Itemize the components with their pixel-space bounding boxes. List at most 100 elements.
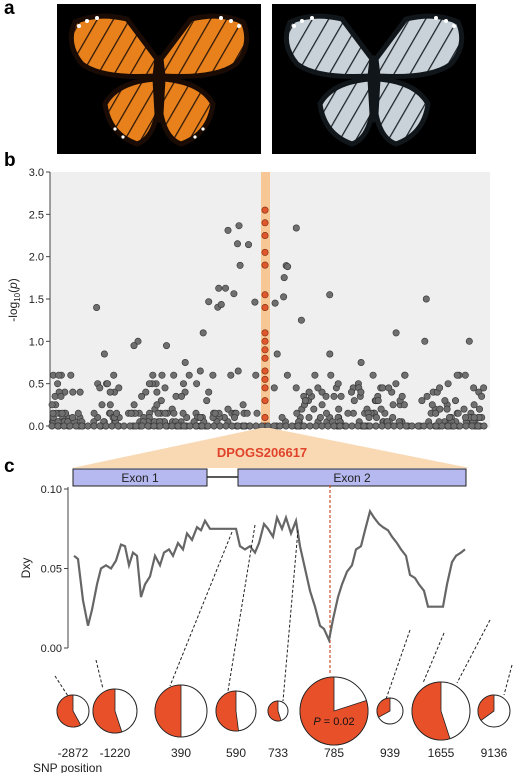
snp-point	[357, 388, 365, 396]
snp-point	[252, 371, 260, 379]
snp-point	[444, 380, 452, 388]
dxy-y-label: Dxy	[19, 558, 33, 579]
snp-point	[199, 329, 207, 337]
snp-point	[98, 401, 106, 409]
snp-point	[318, 388, 326, 396]
snp-point	[284, 263, 292, 271]
snp-point	[305, 388, 313, 396]
snp-point	[58, 409, 66, 417]
snp-point	[470, 414, 478, 422]
snp-point	[153, 401, 161, 409]
gene-highlight-band	[261, 172, 270, 428]
white-butterfly-photo	[272, 4, 476, 154]
y-tick-label: 2.0	[29, 252, 44, 264]
snp-point	[227, 371, 235, 379]
association-plot: 3.0 2.5 2.0 1.5 1.0 0.5 0.0 -log10(p)	[6, 167, 490, 433]
snp-point	[337, 392, 345, 400]
pie-slice	[92, 688, 123, 734]
snp-connector	[456, 619, 491, 684]
snp-pie	[299, 676, 369, 746]
gene-snp-point	[261, 337, 269, 345]
snp-connector	[282, 529, 299, 702]
y-axis-label: -log10(p)	[6, 278, 22, 322]
snp-point	[74, 409, 82, 417]
pie-slice	[154, 684, 182, 738]
snp-point	[418, 397, 426, 405]
snp-point	[379, 384, 387, 392]
snp-point	[280, 293, 288, 301]
snp-point	[90, 409, 98, 417]
snp-point	[436, 384, 444, 392]
snp-connector	[227, 524, 256, 692]
snp-point	[377, 405, 385, 413]
y-tick-label: 1.5	[29, 294, 44, 306]
snp-point	[145, 380, 153, 388]
monarch-butterfly-photo	[57, 4, 261, 154]
snp-point	[374, 397, 382, 405]
snp-point	[181, 359, 189, 367]
snp-point	[215, 284, 223, 292]
snp-point	[185, 371, 193, 379]
pie-slice	[411, 681, 451, 741]
snp-point	[76, 388, 84, 396]
snp-point	[292, 224, 300, 232]
snp-point	[127, 409, 135, 417]
y-tick-label: 0.5	[29, 379, 44, 391]
snp-point	[283, 371, 291, 379]
snp-point	[400, 401, 408, 409]
snp-connector	[54, 675, 69, 697]
snp-point	[392, 380, 400, 388]
snp-point	[460, 405, 468, 413]
snp-point	[301, 397, 309, 405]
gene-snp-point	[261, 206, 269, 214]
y-tick-label: 1.0	[29, 336, 44, 348]
snp-point	[478, 392, 486, 400]
snp-point	[401, 371, 409, 379]
snp-pie	[267, 700, 289, 722]
snp-point	[106, 388, 114, 396]
exon-2-box	[237, 468, 467, 487]
snp-point	[96, 384, 104, 392]
snp-point	[453, 371, 461, 379]
snp-connector	[422, 632, 445, 684]
gene-snp-point	[261, 384, 269, 392]
snp-point	[203, 397, 211, 405]
snp-point	[178, 392, 186, 400]
snp-point	[470, 384, 478, 392]
snp-point	[365, 414, 373, 422]
snp-point	[443, 405, 451, 413]
snp-point	[69, 388, 77, 396]
snp-point	[115, 384, 123, 392]
snp-pie	[92, 688, 138, 734]
gene-snp-point	[261, 219, 269, 227]
snp-point	[454, 409, 462, 417]
snp-point	[297, 316, 305, 324]
snp-point	[104, 380, 112, 388]
snp-point	[436, 405, 444, 413]
y-tick-label: 2.5	[29, 209, 44, 221]
snp-point	[428, 401, 436, 409]
snp-point	[57, 392, 65, 400]
snp-point	[170, 371, 178, 379]
snp-point	[93, 304, 101, 312]
dxy-tick-label: 0.10	[41, 484, 62, 496]
snp-point	[130, 342, 138, 350]
snp-pie	[411, 681, 471, 741]
snp-point	[335, 405, 343, 413]
gene-snp-point	[261, 397, 269, 405]
snp-point	[372, 414, 380, 422]
pie-slice	[267, 700, 282, 722]
snp-point	[234, 367, 242, 375]
snp-pie	[477, 694, 511, 728]
snp-point	[423, 392, 431, 400]
snp-point	[389, 401, 397, 409]
gene-snp-point	[261, 261, 269, 269]
snp-point	[222, 284, 230, 292]
snp-position-labels: -2872 -1220 390 590 733 785 939 1655 9136	[58, 746, 508, 760]
snp-point	[385, 384, 393, 392]
gene-snp-point	[261, 304, 269, 312]
snp-point	[461, 414, 469, 422]
snp-position-label: 390	[171, 746, 191, 760]
pie-slice	[376, 697, 391, 718]
gene-snp-point	[261, 291, 269, 299]
